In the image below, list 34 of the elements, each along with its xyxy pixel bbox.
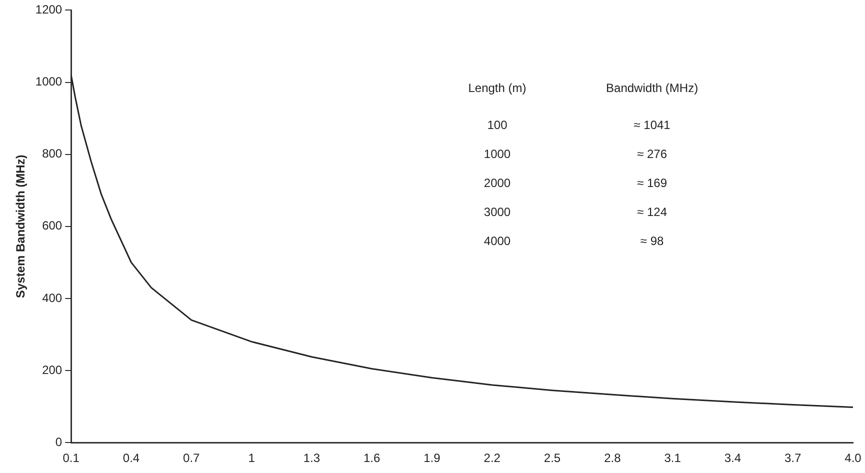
x-tick-label: 0.4 xyxy=(122,451,140,466)
y-tick-label: 800 xyxy=(42,146,62,161)
x-tick-label: 1 xyxy=(248,451,256,466)
y-tick-label: 200 xyxy=(42,362,62,377)
annotation: ≈ 124 xyxy=(637,205,668,220)
annotation: ≈ 169 xyxy=(637,176,668,190)
x-tick-label: 3.4 xyxy=(724,451,742,466)
x-tick-label: 0.1 xyxy=(62,451,80,466)
x-tick-label: 3.7 xyxy=(784,451,802,466)
annotation: 1000 xyxy=(484,147,511,162)
annotation: 4000 xyxy=(484,234,511,248)
y-tick-label: 1000 xyxy=(35,74,62,89)
annotation: ≈ 98 xyxy=(640,234,664,248)
y-tick-label: 600 xyxy=(42,218,62,233)
annotation: ≈ 1041 xyxy=(634,118,671,132)
x-tick-label: 2.2 xyxy=(484,451,501,466)
x-tick-label: 1.9 xyxy=(424,451,441,466)
x-tick-label: 3.1 xyxy=(664,451,682,466)
annotation: Length (m) xyxy=(468,81,526,96)
annotation: Bandwidth (MHz) xyxy=(606,81,698,96)
x-tick-label: 0.7 xyxy=(183,451,200,466)
annotation: 3000 xyxy=(484,205,511,220)
annotation: 100 xyxy=(487,118,508,132)
x-tick-label: 4.0 xyxy=(844,451,862,466)
y-tick-label: 400 xyxy=(42,290,62,305)
x-tick-label: 2.8 xyxy=(604,451,622,466)
annotation: 2000 xyxy=(484,176,511,190)
x-tick-label: 2.5 xyxy=(544,451,561,466)
y-axis-title: System Bandwidth (MHz) xyxy=(14,154,28,298)
y-tick-label: 1200 xyxy=(35,2,62,17)
x-tick-label: 1.6 xyxy=(363,451,380,466)
y-tick-label: 0 xyxy=(55,434,62,449)
x-tick-label: 1.3 xyxy=(303,451,320,466)
annotation: ≈ 276 xyxy=(637,147,668,162)
